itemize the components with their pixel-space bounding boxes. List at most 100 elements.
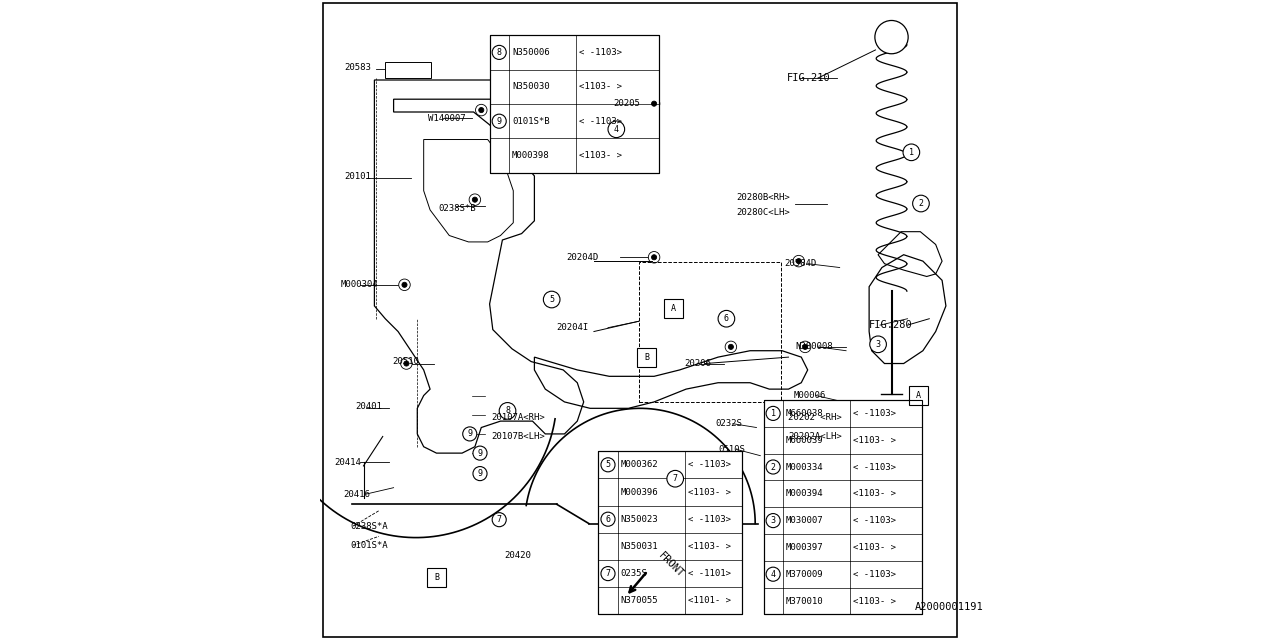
Text: 1: 1 bbox=[909, 148, 914, 157]
Circle shape bbox=[724, 316, 730, 321]
Circle shape bbox=[493, 513, 507, 527]
Text: 0235S: 0235S bbox=[621, 569, 648, 578]
Circle shape bbox=[870, 336, 887, 353]
Text: N350023: N350023 bbox=[621, 515, 658, 524]
Text: 0510S: 0510S bbox=[718, 445, 745, 454]
Text: 20205: 20205 bbox=[613, 99, 640, 108]
Text: N370055: N370055 bbox=[621, 596, 658, 605]
Text: 20510: 20510 bbox=[392, 357, 419, 366]
Text: <1103- >: <1103- > bbox=[580, 83, 622, 92]
Circle shape bbox=[401, 358, 412, 369]
Circle shape bbox=[474, 467, 488, 481]
Text: B: B bbox=[644, 353, 649, 362]
Bar bbox=[637, 348, 657, 367]
Circle shape bbox=[499, 403, 516, 419]
Circle shape bbox=[649, 252, 660, 263]
Text: 20583: 20583 bbox=[344, 63, 371, 72]
Text: 20584D: 20584D bbox=[783, 259, 817, 268]
Bar bbox=[599, 451, 742, 614]
Text: <1103- >: <1103- > bbox=[854, 436, 896, 445]
Text: < -1101>: < -1101> bbox=[689, 569, 731, 578]
Text: 8: 8 bbox=[497, 48, 502, 57]
Text: 20416: 20416 bbox=[343, 490, 370, 499]
Text: A: A bbox=[916, 391, 920, 400]
Text: M000398: M000398 bbox=[512, 151, 549, 160]
Bar bbox=[639, 262, 781, 402]
Circle shape bbox=[602, 566, 614, 580]
Text: < -1103>: < -1103> bbox=[854, 409, 896, 418]
Circle shape bbox=[544, 291, 561, 308]
Text: 0101S*B: 0101S*B bbox=[512, 116, 549, 125]
Text: 0238S*B: 0238S*B bbox=[438, 204, 476, 212]
Text: < -1103>: < -1103> bbox=[580, 48, 622, 57]
Circle shape bbox=[602, 512, 614, 526]
Circle shape bbox=[799, 341, 812, 353]
Bar bbox=[664, 299, 684, 318]
Circle shape bbox=[402, 282, 407, 287]
Text: 20107A<RH>: 20107A<RH> bbox=[492, 413, 545, 422]
Circle shape bbox=[728, 344, 733, 349]
Text: < -1103>: < -1103> bbox=[854, 570, 896, 579]
Text: 0101S*A: 0101S*A bbox=[351, 541, 388, 550]
Circle shape bbox=[463, 427, 477, 441]
Text: 20204D: 20204D bbox=[566, 253, 599, 262]
Circle shape bbox=[608, 121, 625, 138]
Text: M000334: M000334 bbox=[786, 463, 823, 472]
Bar bbox=[490, 35, 659, 173]
Text: <1101- >: <1101- > bbox=[689, 596, 731, 605]
Text: <1103- >: <1103- > bbox=[854, 596, 896, 605]
Text: 9: 9 bbox=[477, 449, 483, 458]
Text: 20206: 20206 bbox=[685, 359, 712, 368]
Circle shape bbox=[765, 406, 781, 420]
Text: 9: 9 bbox=[497, 116, 502, 125]
Text: 20202 <RH>: 20202 <RH> bbox=[788, 413, 842, 422]
Text: 7: 7 bbox=[497, 515, 502, 524]
Text: 5: 5 bbox=[549, 295, 554, 304]
Circle shape bbox=[470, 194, 481, 205]
Text: M000396: M000396 bbox=[621, 488, 658, 497]
Circle shape bbox=[667, 470, 684, 487]
Text: 20420: 20420 bbox=[504, 551, 531, 560]
Text: <1103- >: <1103- > bbox=[689, 488, 731, 497]
Circle shape bbox=[765, 513, 781, 527]
Text: N350031: N350031 bbox=[621, 542, 658, 551]
Bar bbox=[490, 35, 659, 173]
Text: <1103- >: <1103- > bbox=[580, 151, 622, 160]
Text: 3: 3 bbox=[876, 340, 881, 349]
Circle shape bbox=[904, 144, 920, 161]
Text: < -1103>: < -1103> bbox=[854, 463, 896, 472]
Text: 0238S*A: 0238S*A bbox=[351, 522, 388, 531]
Bar bbox=[909, 386, 928, 405]
Circle shape bbox=[718, 310, 735, 327]
Text: 1: 1 bbox=[771, 409, 776, 418]
Bar bbox=[385, 62, 431, 78]
Text: < -1103>: < -1103> bbox=[689, 460, 731, 469]
Text: M000304: M000304 bbox=[340, 280, 378, 289]
Text: M030007: M030007 bbox=[786, 516, 823, 525]
Circle shape bbox=[493, 114, 507, 128]
Text: 20280B<RH>: 20280B<RH> bbox=[736, 193, 790, 202]
Circle shape bbox=[404, 361, 410, 366]
Text: 0232S: 0232S bbox=[716, 419, 742, 428]
Text: N380008: N380008 bbox=[795, 342, 832, 351]
Circle shape bbox=[876, 20, 909, 54]
Bar bbox=[763, 400, 922, 614]
Text: < -1103>: < -1103> bbox=[854, 516, 896, 525]
Text: M370010: M370010 bbox=[786, 596, 823, 605]
Text: 6: 6 bbox=[605, 515, 611, 524]
Circle shape bbox=[652, 101, 657, 106]
Circle shape bbox=[652, 255, 657, 260]
Circle shape bbox=[472, 197, 477, 202]
Circle shape bbox=[765, 460, 781, 474]
Circle shape bbox=[474, 446, 488, 460]
Text: A2000001191: A2000001191 bbox=[915, 602, 984, 612]
Text: 3: 3 bbox=[771, 516, 776, 525]
Text: M370009: M370009 bbox=[786, 570, 823, 579]
Text: W140007: W140007 bbox=[428, 114, 465, 123]
Circle shape bbox=[399, 279, 410, 291]
Text: 20101: 20101 bbox=[344, 172, 371, 180]
Text: M000362: M000362 bbox=[621, 460, 658, 469]
Circle shape bbox=[794, 255, 805, 267]
Circle shape bbox=[493, 45, 507, 60]
Text: 8: 8 bbox=[506, 406, 509, 415]
